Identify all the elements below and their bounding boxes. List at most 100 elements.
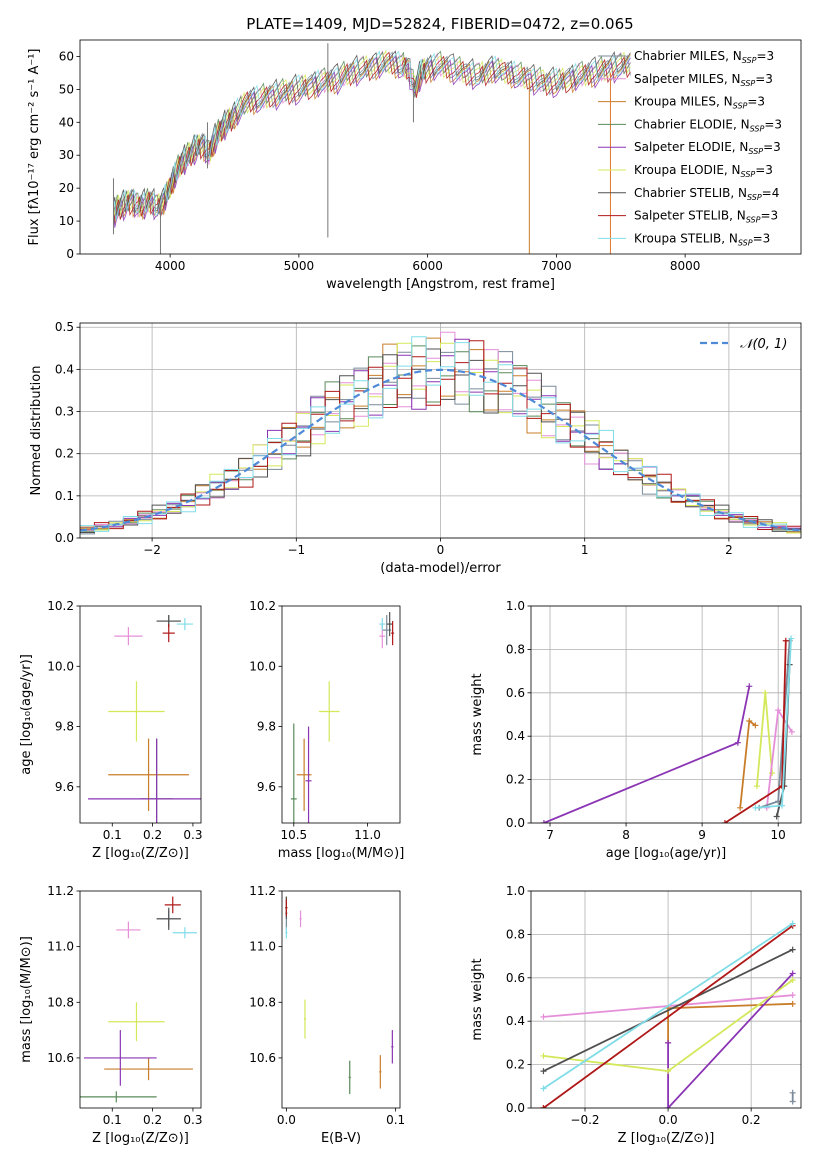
x-tick-label: 0.0 bbox=[277, 1113, 296, 1127]
weight-series-marker bbox=[734, 739, 741, 746]
x-axis-label: mass [log₁₀(M/M⊙)] bbox=[278, 846, 405, 861]
mass-vs-ebv-plot-area bbox=[285, 896, 394, 1095]
x-tick-label: 7 bbox=[546, 828, 554, 842]
weight-series-marker bbox=[789, 1098, 796, 1105]
weight-series-marker bbox=[665, 1068, 672, 1075]
weight-series-marker bbox=[665, 1039, 672, 1046]
mass-weight-vs-z-grid bbox=[531, 890, 801, 1109]
y-tick-label: 50 bbox=[59, 82, 74, 96]
x-tick-label: 0.1 bbox=[103, 1113, 122, 1127]
x-tick-label: 0.3 bbox=[183, 828, 202, 842]
legend-label: Chabrier STELIB, NSSP=4 bbox=[634, 186, 779, 202]
mass-vs-z-plot-area bbox=[80, 896, 197, 1103]
x-tick-label: 4000 bbox=[155, 259, 186, 273]
y-tick-label: 0.6 bbox=[506, 971, 525, 985]
legend-label: Kroupa STELIB, NSSP=3 bbox=[634, 231, 770, 247]
x-tick-label: 1 bbox=[581, 543, 589, 557]
spectrum-series bbox=[113, 50, 631, 217]
legend-subscript: SSP bbox=[741, 79, 756, 88]
spectrum-series bbox=[113, 51, 631, 227]
mass-weight-vs-age-plot-area bbox=[540, 635, 795, 823]
legend-nssp-value: =3 bbox=[755, 163, 773, 177]
weight-series-marker bbox=[540, 1013, 547, 1020]
legend-label: Chabrier ELODIE, NSSP=3 bbox=[634, 117, 782, 133]
x-tick-label: −2 bbox=[143, 543, 161, 557]
errorbar-point bbox=[80, 1091, 157, 1103]
errorbar-point bbox=[108, 681, 165, 742]
legend-model-name: Kroupa STELIB, N bbox=[634, 231, 738, 245]
age-vs-z-frame bbox=[79, 605, 202, 824]
x-tick-label: 0.3 bbox=[183, 1113, 202, 1127]
x-tick-label: 5000 bbox=[284, 259, 315, 273]
errorbar-point bbox=[285, 899, 288, 917]
mass-weight-vs-z-panel: −0.2 0.0 0.2 0.0 0.2 0.4 0.6 0.8 1.0 Z [log₁₀(Z/Z… bbox=[470, 884, 802, 1146]
y-tick-label: 11.2 bbox=[47, 884, 74, 898]
errorbar-point bbox=[88, 738, 201, 823]
legend-label: Salpeter ELODIE, NSSP=3 bbox=[634, 140, 781, 156]
age-vs-mass-panel: 10.5 11.0 9.6 9.8 10.0 10.2 mass [log₁₀(M/M⊙)] bbox=[249, 599, 405, 861]
y-tick-label: 0.4 bbox=[506, 1014, 525, 1028]
y-tick-label: 0.1 bbox=[55, 489, 74, 503]
weight-series-line bbox=[667, 1002, 793, 1043]
legend-nssp-value: =3 bbox=[747, 95, 765, 109]
weight-series-marker bbox=[778, 783, 785, 790]
errorbar-point bbox=[391, 621, 395, 646]
y-tick-label: 9.6 bbox=[257, 780, 276, 794]
y-tick-label: 10.2 bbox=[47, 599, 74, 613]
legend-nssp-value: =3 bbox=[753, 231, 771, 245]
y-tick-label: 10.6 bbox=[47, 1051, 74, 1065]
x-tick-label: 9 bbox=[698, 828, 706, 842]
legend-model-name: Salpeter STELIB, N bbox=[634, 209, 746, 223]
mass-weight-vs-age-grid bbox=[531, 605, 801, 824]
spectrum-series bbox=[113, 49, 631, 218]
y-axis-label: mass weight bbox=[470, 958, 485, 1040]
y-tick-label: 11.0 bbox=[47, 940, 74, 954]
y-tick-label: 9.8 bbox=[257, 720, 276, 734]
y-tick-label: 0.8 bbox=[506, 642, 525, 656]
legend-model-name: Kroupa ELODIE, N bbox=[634, 163, 741, 177]
x-tick-label: 8000 bbox=[670, 259, 701, 273]
legend-nssp-value: =3 bbox=[756, 49, 774, 63]
errorbar-point bbox=[104, 1057, 193, 1081]
age-vs-z-panel: 0.1 0.2 0.3 9.6 9.8 10.0 10.2 Z [log₁₀(Z/Z⊙)] ag… bbox=[19, 599, 202, 861]
legend-nssp-value: =4 bbox=[762, 186, 780, 200]
weight-series-line bbox=[543, 922, 794, 1090]
weight-series-line bbox=[667, 972, 794, 1108]
mass-vs-ebv-frame bbox=[281, 890, 401, 1109]
errorbar-point bbox=[379, 618, 386, 631]
mass-weight-vs-age-panel: 7 8 9 10 0.0 0.2 0.4 0.6 0.8 1.0 age [log₁₀(age/yr… bbox=[470, 599, 802, 861]
weight-series-marker bbox=[752, 804, 759, 811]
errorbar-point bbox=[296, 738, 312, 811]
x-tick-label: −1 bbox=[287, 543, 305, 557]
x-tick-label: 0.2 bbox=[143, 828, 162, 842]
errorbar-point bbox=[176, 618, 193, 631]
y-tick-label: 0.0 bbox=[506, 816, 525, 830]
legend-label: Kroupa MILES, NSSP=3 bbox=[634, 95, 765, 111]
residual-histogram-plot-area bbox=[80, 331, 801, 535]
errorbar-point bbox=[318, 681, 340, 742]
errorbar-point bbox=[162, 624, 175, 643]
errorbar-point bbox=[156, 907, 181, 930]
weight-series-marker bbox=[789, 976, 796, 983]
legend-subscript: SSP bbox=[738, 238, 753, 247]
errorbar-point bbox=[116, 921, 141, 939]
y-tick-label: 0.8 bbox=[506, 927, 525, 941]
legend-model-name: Kroupa MILES, N bbox=[634, 95, 733, 109]
legend-subscript: SSP bbox=[733, 102, 748, 111]
errorbar-point bbox=[299, 910, 302, 928]
y-tick-label: 10.0 bbox=[47, 659, 74, 673]
mass-weight-vs-age-frame bbox=[530, 605, 802, 824]
errorbar-point bbox=[348, 1060, 351, 1095]
weight-series-line bbox=[724, 640, 787, 823]
x-tick-label: 11.0 bbox=[354, 828, 381, 842]
weight-series-marker bbox=[789, 970, 796, 977]
y-tick-label: 30 bbox=[59, 148, 74, 162]
weight-series-marker bbox=[789, 1000, 796, 1007]
weight-series-marker bbox=[752, 722, 759, 729]
x-tick-label: 10.5 bbox=[280, 828, 307, 842]
x-tick-label: 0.1 bbox=[103, 828, 122, 842]
errorbar-point bbox=[391, 1030, 394, 1064]
weight-series-marker bbox=[789, 1089, 796, 1096]
errorbar-point bbox=[386, 612, 393, 637]
